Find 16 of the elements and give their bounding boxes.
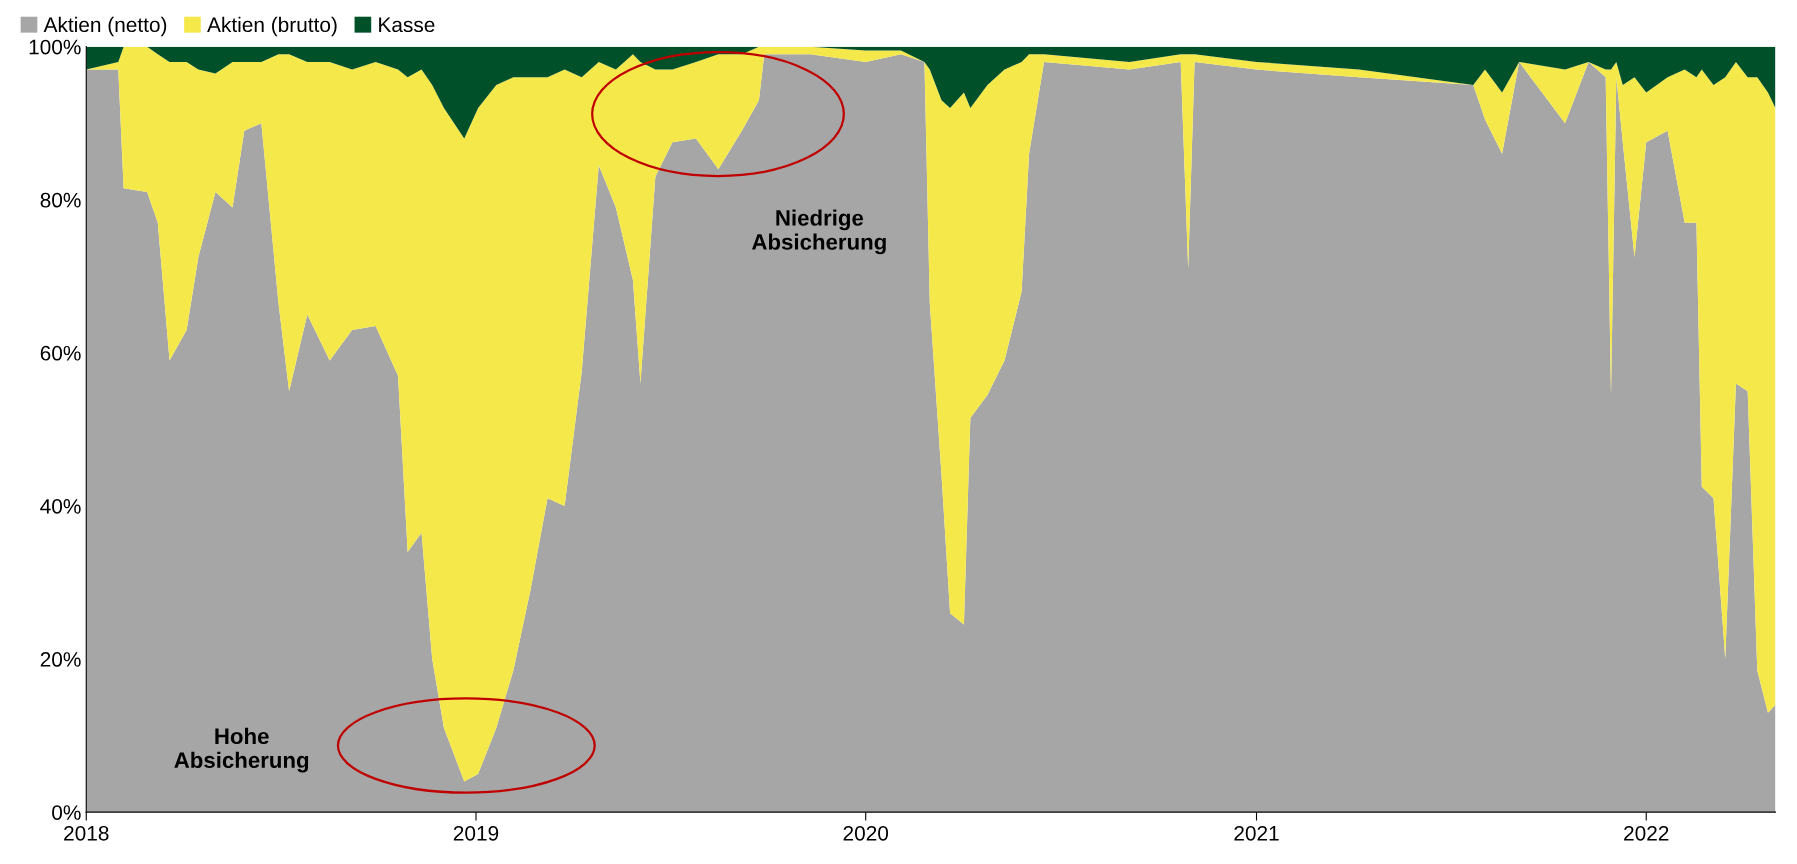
x-tick-label: 2018 [64,825,109,841]
legend-label: Aktien (netto) [43,16,167,37]
y-tick-label: 20% [40,652,81,667]
legend-label: Aktien (brutto) [207,16,337,37]
y-tick-label: 60% [40,345,81,361]
legend-label: Kasse [379,17,435,33]
y-tick-label: 100% [29,39,81,55]
x-tick-label: 2022 [1624,825,1669,841]
y-tick-label: 40% [40,498,81,514]
x-tick-label: 2021 [1234,825,1279,841]
y-tick-label: 80% [40,192,81,208]
y-tick-label: 0% [52,805,81,820]
annotation: Hohe Absicherung [174,727,309,773]
x-tick-label: 2019 [453,825,499,841]
annotation: Niedrige Absicherung [752,209,886,255]
x-tick-label: 2020 [843,825,889,841]
